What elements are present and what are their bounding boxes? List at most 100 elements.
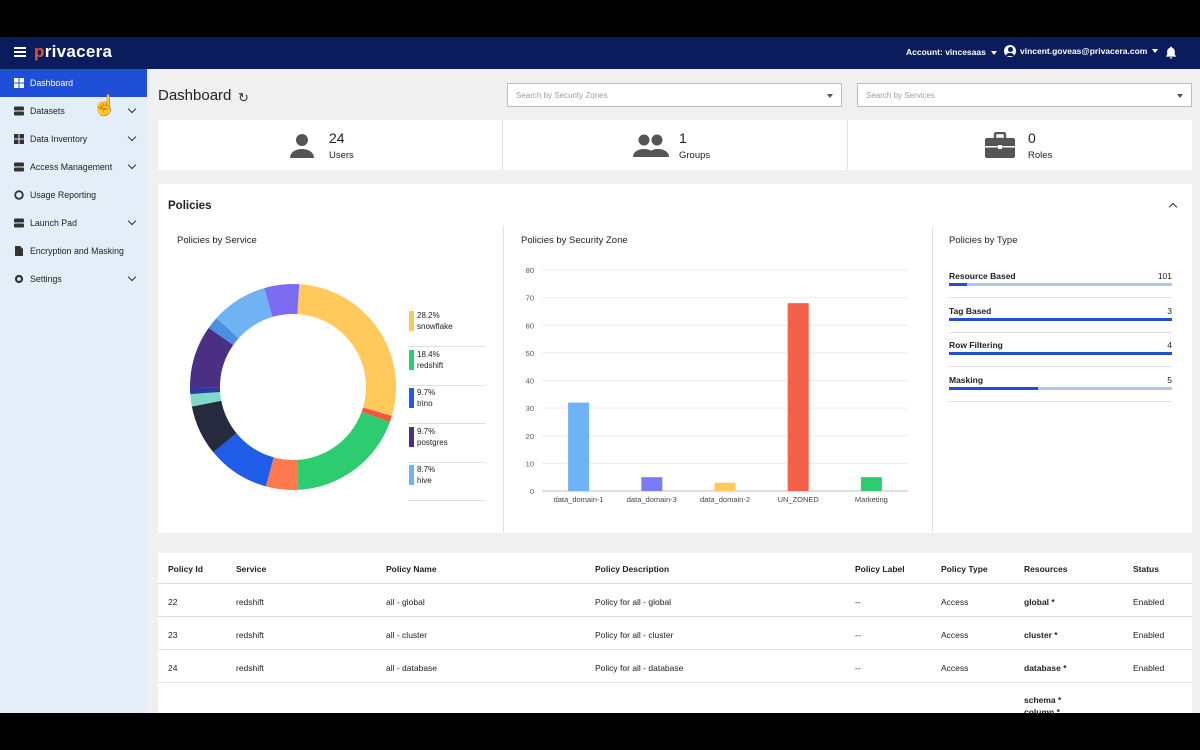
donut-slice[interactable] bbox=[190, 387, 221, 395]
account-circle-icon bbox=[1004, 45, 1016, 57]
encryption-icon bbox=[15, 246, 23, 256]
table-cell: -- bbox=[855, 630, 861, 640]
sidebar-item-usage-reporting[interactable]: Usage Reporting bbox=[0, 181, 147, 209]
column-header[interactable]: Policy Type bbox=[941, 564, 988, 574]
policy-type-bar bbox=[949, 317, 1172, 321]
sidebar-item-data-inventory[interactable]: Data Inventory bbox=[0, 125, 147, 153]
legend-item: 9.7% postgres bbox=[408, 425, 486, 463]
table-cell: 22 bbox=[168, 597, 178, 607]
legend-name: hive bbox=[417, 476, 432, 485]
table-cell: all - global bbox=[386, 597, 425, 607]
column-header[interactable]: Policy Name bbox=[386, 564, 437, 574]
chevron-down-icon[interactable] bbox=[127, 132, 137, 142]
legend-item: 28.2% snowflake bbox=[408, 309, 486, 347]
table-cell: redshift bbox=[236, 597, 264, 607]
logo: privacera bbox=[34, 42, 113, 61]
sidebar-item-access-management[interactable]: Access Management bbox=[0, 153, 147, 181]
by-type-title: Policies by Type bbox=[949, 235, 1018, 246]
policy-type-row[interactable]: Row Filtering 4 bbox=[949, 333, 1172, 367]
column-header[interactable]: Policy Id bbox=[168, 564, 203, 574]
table-row[interactable]: 22 redshift all - global Policy for all - g… bbox=[158, 583, 1192, 616]
table-row[interactable]: 24 redshift all - database Policy for all -… bbox=[158, 649, 1192, 682]
column-header[interactable]: Status bbox=[1133, 564, 1159, 574]
donut-slice-hive[interactable] bbox=[216, 288, 273, 339]
donut-slice[interactable] bbox=[361, 407, 392, 423]
donut-slice-snowflake[interactable] bbox=[297, 284, 396, 416]
policies-title: Policies bbox=[168, 200, 212, 212]
donut-slice[interactable] bbox=[264, 284, 300, 317]
stat-label: Users bbox=[329, 150, 354, 161]
legend-swatch bbox=[409, 388, 414, 408]
chevron-down-icon[interactable] bbox=[127, 160, 137, 170]
user-menu[interactable]: vincent.goveas@privacera.com bbox=[1004, 45, 1159, 57]
column-header[interactable]: Policy Label bbox=[855, 564, 905, 574]
y-tick-label: 60 bbox=[526, 321, 534, 330]
stat-value: 1 bbox=[679, 130, 687, 146]
sidebar-item-dashboard[interactable]: Dashboard bbox=[0, 69, 147, 97]
sidebar-item-label: Data Inventory bbox=[30, 134, 88, 144]
donut-slice[interactable] bbox=[208, 318, 239, 346]
y-tick-label: 80 bbox=[526, 266, 534, 275]
bar-Marketing[interactable] bbox=[860, 477, 882, 491]
donut-slice-redshift[interactable] bbox=[296, 411, 390, 490]
column-header[interactable]: Policy Description bbox=[595, 564, 670, 574]
bar-UN_ZONED[interactable] bbox=[787, 303, 809, 491]
sidebar-item-launch-pad[interactable]: Launch Pad bbox=[0, 209, 147, 237]
table-row[interactable]: schema * column * bbox=[158, 682, 1192, 713]
policy-type-row[interactable]: Resource Based 101 bbox=[949, 264, 1172, 298]
table-cell: database * bbox=[1024, 663, 1067, 673]
bar-data_domain-2[interactable] bbox=[714, 482, 736, 491]
legend-percent: 9.7% bbox=[417, 388, 436, 397]
groups-icon bbox=[633, 134, 669, 157]
chevron-down-icon[interactable] bbox=[127, 216, 137, 226]
menu-icon[interactable] bbox=[14, 47, 26, 57]
stat-value: 24 bbox=[329, 130, 345, 146]
refresh-icon[interactable]: ↻ bbox=[238, 90, 249, 105]
policy-type-bar bbox=[949, 352, 1172, 355]
bell-icon[interactable] bbox=[1165, 46, 1177, 59]
sidebar-item-datasets[interactable]: Datasets bbox=[0, 97, 147, 125]
account-dropdown[interactable]: Account: vincesaas bbox=[906, 47, 997, 57]
column-header[interactable]: Resources bbox=[1024, 564, 1068, 574]
bar-data_domain-1[interactable] bbox=[568, 402, 590, 491]
dropdown-arrow-icon bbox=[1177, 94, 1183, 98]
stat-users[interactable]: 24 Users bbox=[158, 120, 503, 170]
collapse-icon[interactable] bbox=[1168, 202, 1178, 212]
x-tick-label: data_domain-3 bbox=[627, 495, 677, 504]
policy-type-row[interactable]: Tag Based 3 bbox=[949, 299, 1172, 333]
table-row[interactable]: 23 redshift all - cluster Policy for all - … bbox=[158, 616, 1192, 649]
legend-swatch bbox=[409, 311, 414, 331]
column-header[interactable]: Service bbox=[236, 564, 267, 574]
policy-type-row[interactable]: Masking 5 bbox=[949, 368, 1172, 402]
table-cell: cluster * bbox=[1024, 630, 1058, 640]
policies-table: Policy Id Service Policy Name Policy Descri… bbox=[158, 553, 1192, 713]
stat-groups[interactable]: 1 Groups bbox=[503, 120, 848, 170]
services-select[interactable]: Search by Services bbox=[857, 83, 1192, 107]
stat-roles[interactable]: 0 Roles bbox=[848, 120, 1192, 170]
donut-slice-postgres[interactable] bbox=[190, 327, 234, 388]
table-cell: Enabled bbox=[1133, 663, 1165, 673]
sidebar-item-label: Settings bbox=[30, 274, 62, 284]
dropdown-arrow-icon bbox=[827, 94, 833, 98]
chevron-down-icon[interactable] bbox=[127, 272, 137, 282]
donut-slice[interactable] bbox=[191, 400, 237, 453]
chevron-down-icon[interactable] bbox=[127, 104, 137, 114]
legend-name: snowflake bbox=[417, 322, 453, 331]
policy-type-bar-fill bbox=[949, 352, 1172, 355]
by-zone-title: Policies by Security Zone bbox=[521, 235, 628, 246]
bar-data_domain-3[interactable] bbox=[641, 477, 663, 491]
sidebar-item-label: Usage Reporting bbox=[30, 190, 97, 200]
donut-slice-trino[interactable] bbox=[213, 433, 274, 487]
stat-value: 0 bbox=[1028, 130, 1036, 146]
donut-slice[interactable] bbox=[265, 457, 299, 490]
security-zone-select[interactable]: Search by Security Zones bbox=[507, 83, 842, 107]
policy-type-bar-fill bbox=[949, 317, 1172, 321]
donut-slice[interactable] bbox=[190, 392, 222, 407]
policy-type-count: 3 bbox=[1167, 305, 1172, 316]
sidebar-item-settings[interactable]: Settings bbox=[0, 265, 147, 293]
sidebar-item-encryption-and-masking[interactable]: Encryption and Masking bbox=[0, 237, 147, 265]
caret-down-icon bbox=[990, 50, 997, 55]
table-cell: redshift bbox=[236, 663, 264, 673]
legend-name: trino bbox=[417, 399, 433, 408]
top-bar: privacera Account: vincesaas vincent.gov… bbox=[0, 37, 1200, 69]
